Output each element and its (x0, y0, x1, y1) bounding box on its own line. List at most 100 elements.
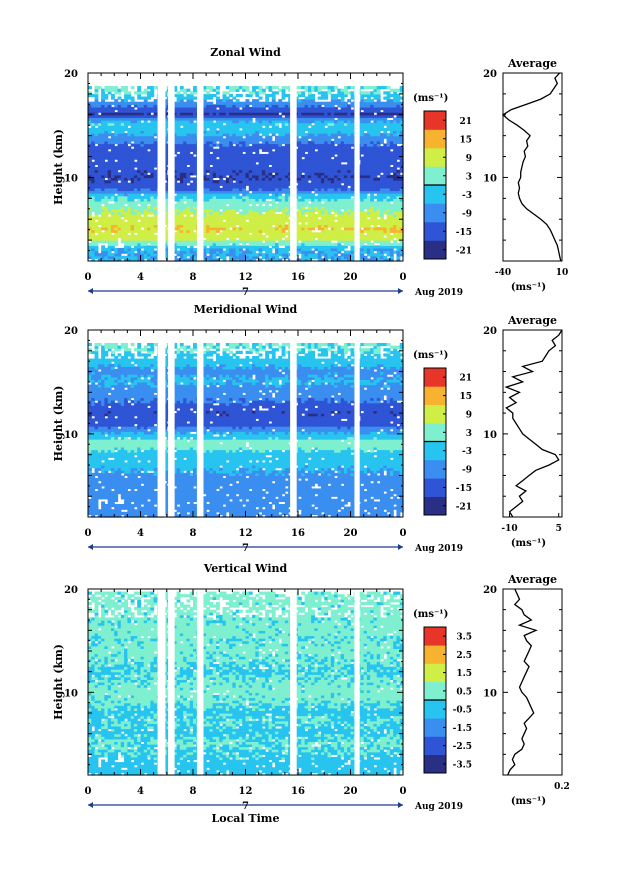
heatmap-cell (91, 219, 96, 223)
heatmap-cell (186, 140, 191, 145)
heatmap-cell (215, 96, 220, 100)
heatmap-cell (117, 143, 122, 147)
heatmap-cell (120, 151, 125, 155)
heatmap-cell (97, 237, 102, 241)
heatmap-cell (137, 169, 142, 173)
heatmap-cell (202, 193, 207, 197)
heatmap-cell (153, 208, 158, 212)
heatmap-cell (133, 169, 138, 173)
heatmap-cell (150, 114, 155, 118)
heatmap-cell (88, 93, 92, 98)
heatmap-cell (91, 122, 96, 126)
heatmap-cell (97, 232, 102, 236)
heatmap-cell (209, 177, 214, 181)
heatmap-cell (127, 164, 132, 168)
heatmap-cell (104, 135, 109, 139)
heatmap-cell (124, 206, 128, 210)
heatmap-cell (193, 133, 197, 137)
heatmap-cell (117, 208, 122, 212)
heatmap-cell (206, 125, 211, 129)
heatmap-cell (206, 190, 211, 194)
heatmap-cell (124, 109, 128, 113)
heatmap-cell (91, 198, 96, 202)
heatmap-cell (137, 187, 142, 192)
heatmap-cell (150, 208, 155, 212)
heatmap-cell (140, 91, 145, 95)
heatmap-cell (133, 193, 138, 197)
heatmap-cell (206, 104, 211, 108)
heatmap-cell (212, 224, 217, 228)
heatmap-cell (202, 164, 207, 168)
heatmap-cell (150, 185, 155, 189)
heatmap-cell (94, 122, 99, 126)
heatmap-cell (110, 127, 115, 132)
heatmap-cell (124, 117, 128, 121)
heatmap-cell (153, 106, 158, 111)
heatmap-cell (193, 253, 197, 257)
heatmap-cell (94, 177, 99, 181)
heatmap-cell (183, 143, 188, 147)
heatmap-cell (117, 148, 122, 152)
heatmap-cell (202, 133, 207, 137)
heatmap-cell (215, 88, 220, 92)
heatmap-cell (101, 122, 106, 126)
heatmap-cell (88, 161, 92, 165)
heatmap-cell (137, 159, 142, 163)
heatmap-cell (209, 203, 214, 207)
heatmap-cell (179, 250, 184, 254)
heatmap-cell (88, 122, 92, 126)
heatmap-cell (97, 177, 102, 181)
heatmap-cell (176, 125, 181, 129)
heatmap-cell (193, 151, 197, 155)
heatmap-cell (176, 172, 181, 176)
heatmap-cell (186, 219, 191, 223)
heatmap-cell (124, 164, 128, 168)
heatmap-cell (193, 240, 197, 244)
heatmap-cell (193, 88, 197, 92)
heatmap-cell (88, 159, 92, 163)
heatmap-cell (114, 237, 119, 241)
heatmap-cell (120, 99, 125, 103)
heatmap-cell (101, 190, 106, 194)
heatmap-cell (94, 255, 99, 259)
heatmap-cell (91, 224, 96, 228)
heatmap-cell (147, 146, 151, 150)
heatmap-cell (130, 232, 135, 236)
heatmap-cell (88, 229, 92, 233)
heatmap-cell (137, 229, 142, 233)
heatmap-cell (127, 240, 132, 244)
heatmap-cell (153, 229, 158, 233)
heatmap-cell (124, 190, 128, 194)
heatmap-cell (127, 135, 132, 139)
heatmap-cell (104, 130, 109, 134)
heatmap-cell (110, 88, 115, 92)
heatmap-cell (140, 112, 145, 116)
heatmap-cell (114, 185, 119, 189)
heatmap-cell (101, 125, 106, 129)
heatmap-cell (127, 114, 132, 118)
heatmap-cell (114, 91, 119, 95)
heatmap-cell (143, 143, 148, 147)
heatmap-cell (209, 187, 214, 192)
heatmap-cell (153, 211, 158, 215)
heatmap-cell (110, 138, 115, 142)
heatmap-cell (140, 101, 145, 105)
heatmap-cell (110, 221, 115, 226)
heatmap-cell (202, 146, 207, 150)
heatmap-cell (173, 247, 178, 252)
heatmap-cell (183, 237, 188, 241)
heatmap-cell (140, 219, 145, 223)
heatmap-cell (189, 232, 194, 236)
heatmap-cell (107, 182, 112, 186)
heatmap-cell (88, 203, 92, 207)
heatmap-cell (114, 211, 119, 215)
heatmap-cell (189, 229, 194, 233)
heatmap-cell (150, 125, 155, 129)
heatmap-cell (107, 237, 112, 241)
heatmap-cell (173, 190, 178, 194)
heatmap-cell (193, 96, 197, 100)
heatmap-cell (140, 237, 145, 241)
heatmap-cell (110, 106, 115, 111)
heatmap-cell (176, 133, 181, 137)
heatmap-cell (114, 203, 119, 207)
